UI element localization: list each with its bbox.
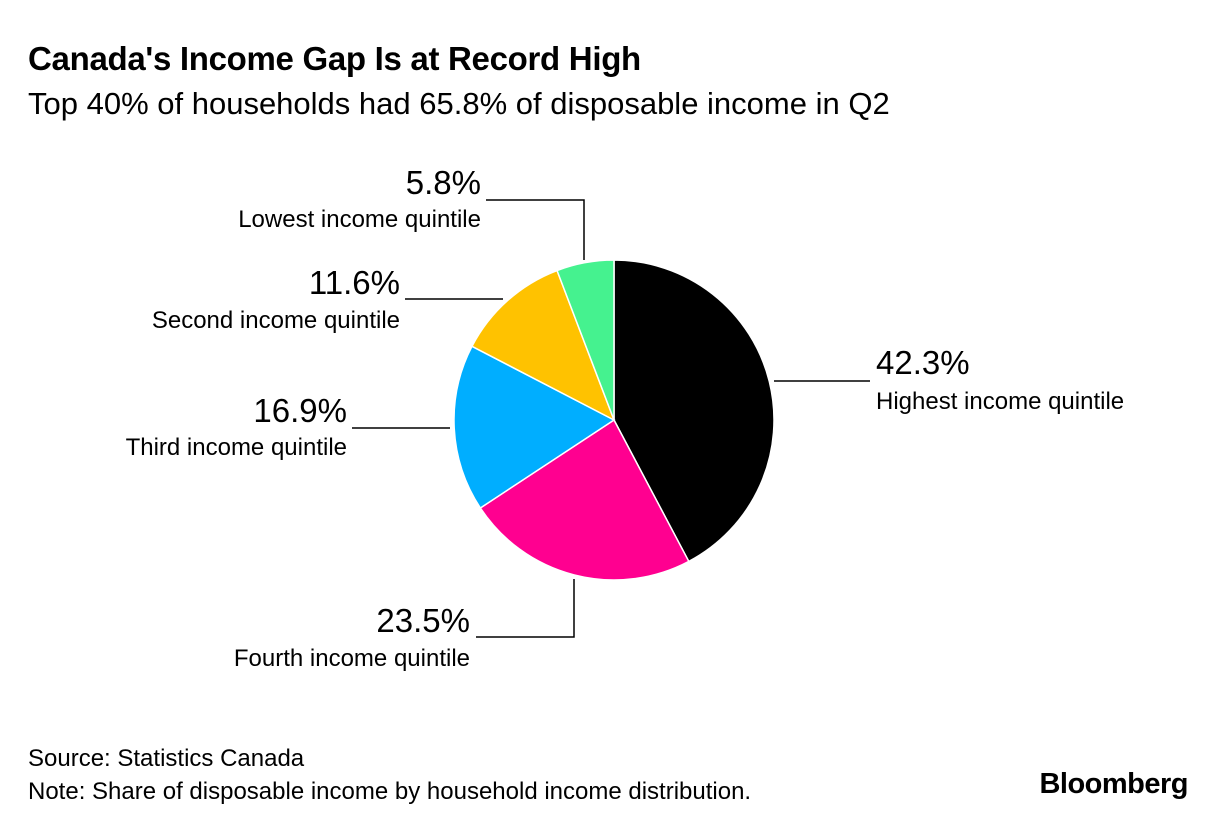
callout-fourth: 23.5% Fourth income quintile: [234, 579, 575, 672]
data-label-highest-name: Highest income quintile: [876, 388, 1124, 415]
callout-third: 16.9% Third income quintile: [126, 392, 450, 461]
data-label-fourth-name: Fourth income quintile: [234, 645, 470, 672]
leader-line-lowest: [486, 199, 585, 260]
pie-slices: [453, 259, 775, 581]
pie-slice-fourth: [479, 418, 690, 581]
note-text: Note: Share of disposable income by hous…: [28, 778, 752, 805]
chart-subtitle: Top 40% of households had 65.8% of dispo…: [28, 86, 890, 121]
data-label-highest-value: 42.3%: [876, 344, 970, 381]
source-text: Source: Statistics Canada: [28, 745, 305, 772]
footer-notes: Source: Statistics Canada Note: Share of…: [28, 742, 751, 808]
callout-highest: 42.3% Highest income quintile: [774, 344, 1124, 415]
leader-line-fourth: [476, 579, 575, 638]
pie-slice-second: [470, 269, 616, 422]
pie-slice-highest: [613, 259, 775, 563]
data-label-lowest-value: 5.8%: [406, 164, 481, 201]
pie-slice-lowest: [556, 259, 615, 421]
data-label-second-name: Second income quintile: [152, 307, 400, 334]
callout-lowest: 5.8% Lowest income quintile: [238, 164, 585, 260]
bloomberg-logo: Bloomberg: [1039, 768, 1188, 800]
data-label-third-value: 16.9%: [253, 392, 347, 429]
chart-title: Canada's Income Gap Is at Record High: [28, 40, 641, 77]
data-label-lowest-name: Lowest income quintile: [238, 206, 481, 233]
data-label-fourth-value: 23.5%: [376, 602, 470, 639]
data-label-second-value: 11.6%: [309, 264, 400, 301]
callout-second: 11.6% Second income quintile: [152, 264, 503, 334]
data-label-third-name: Third income quintile: [126, 434, 347, 461]
pie-slice-third: [453, 345, 616, 510]
